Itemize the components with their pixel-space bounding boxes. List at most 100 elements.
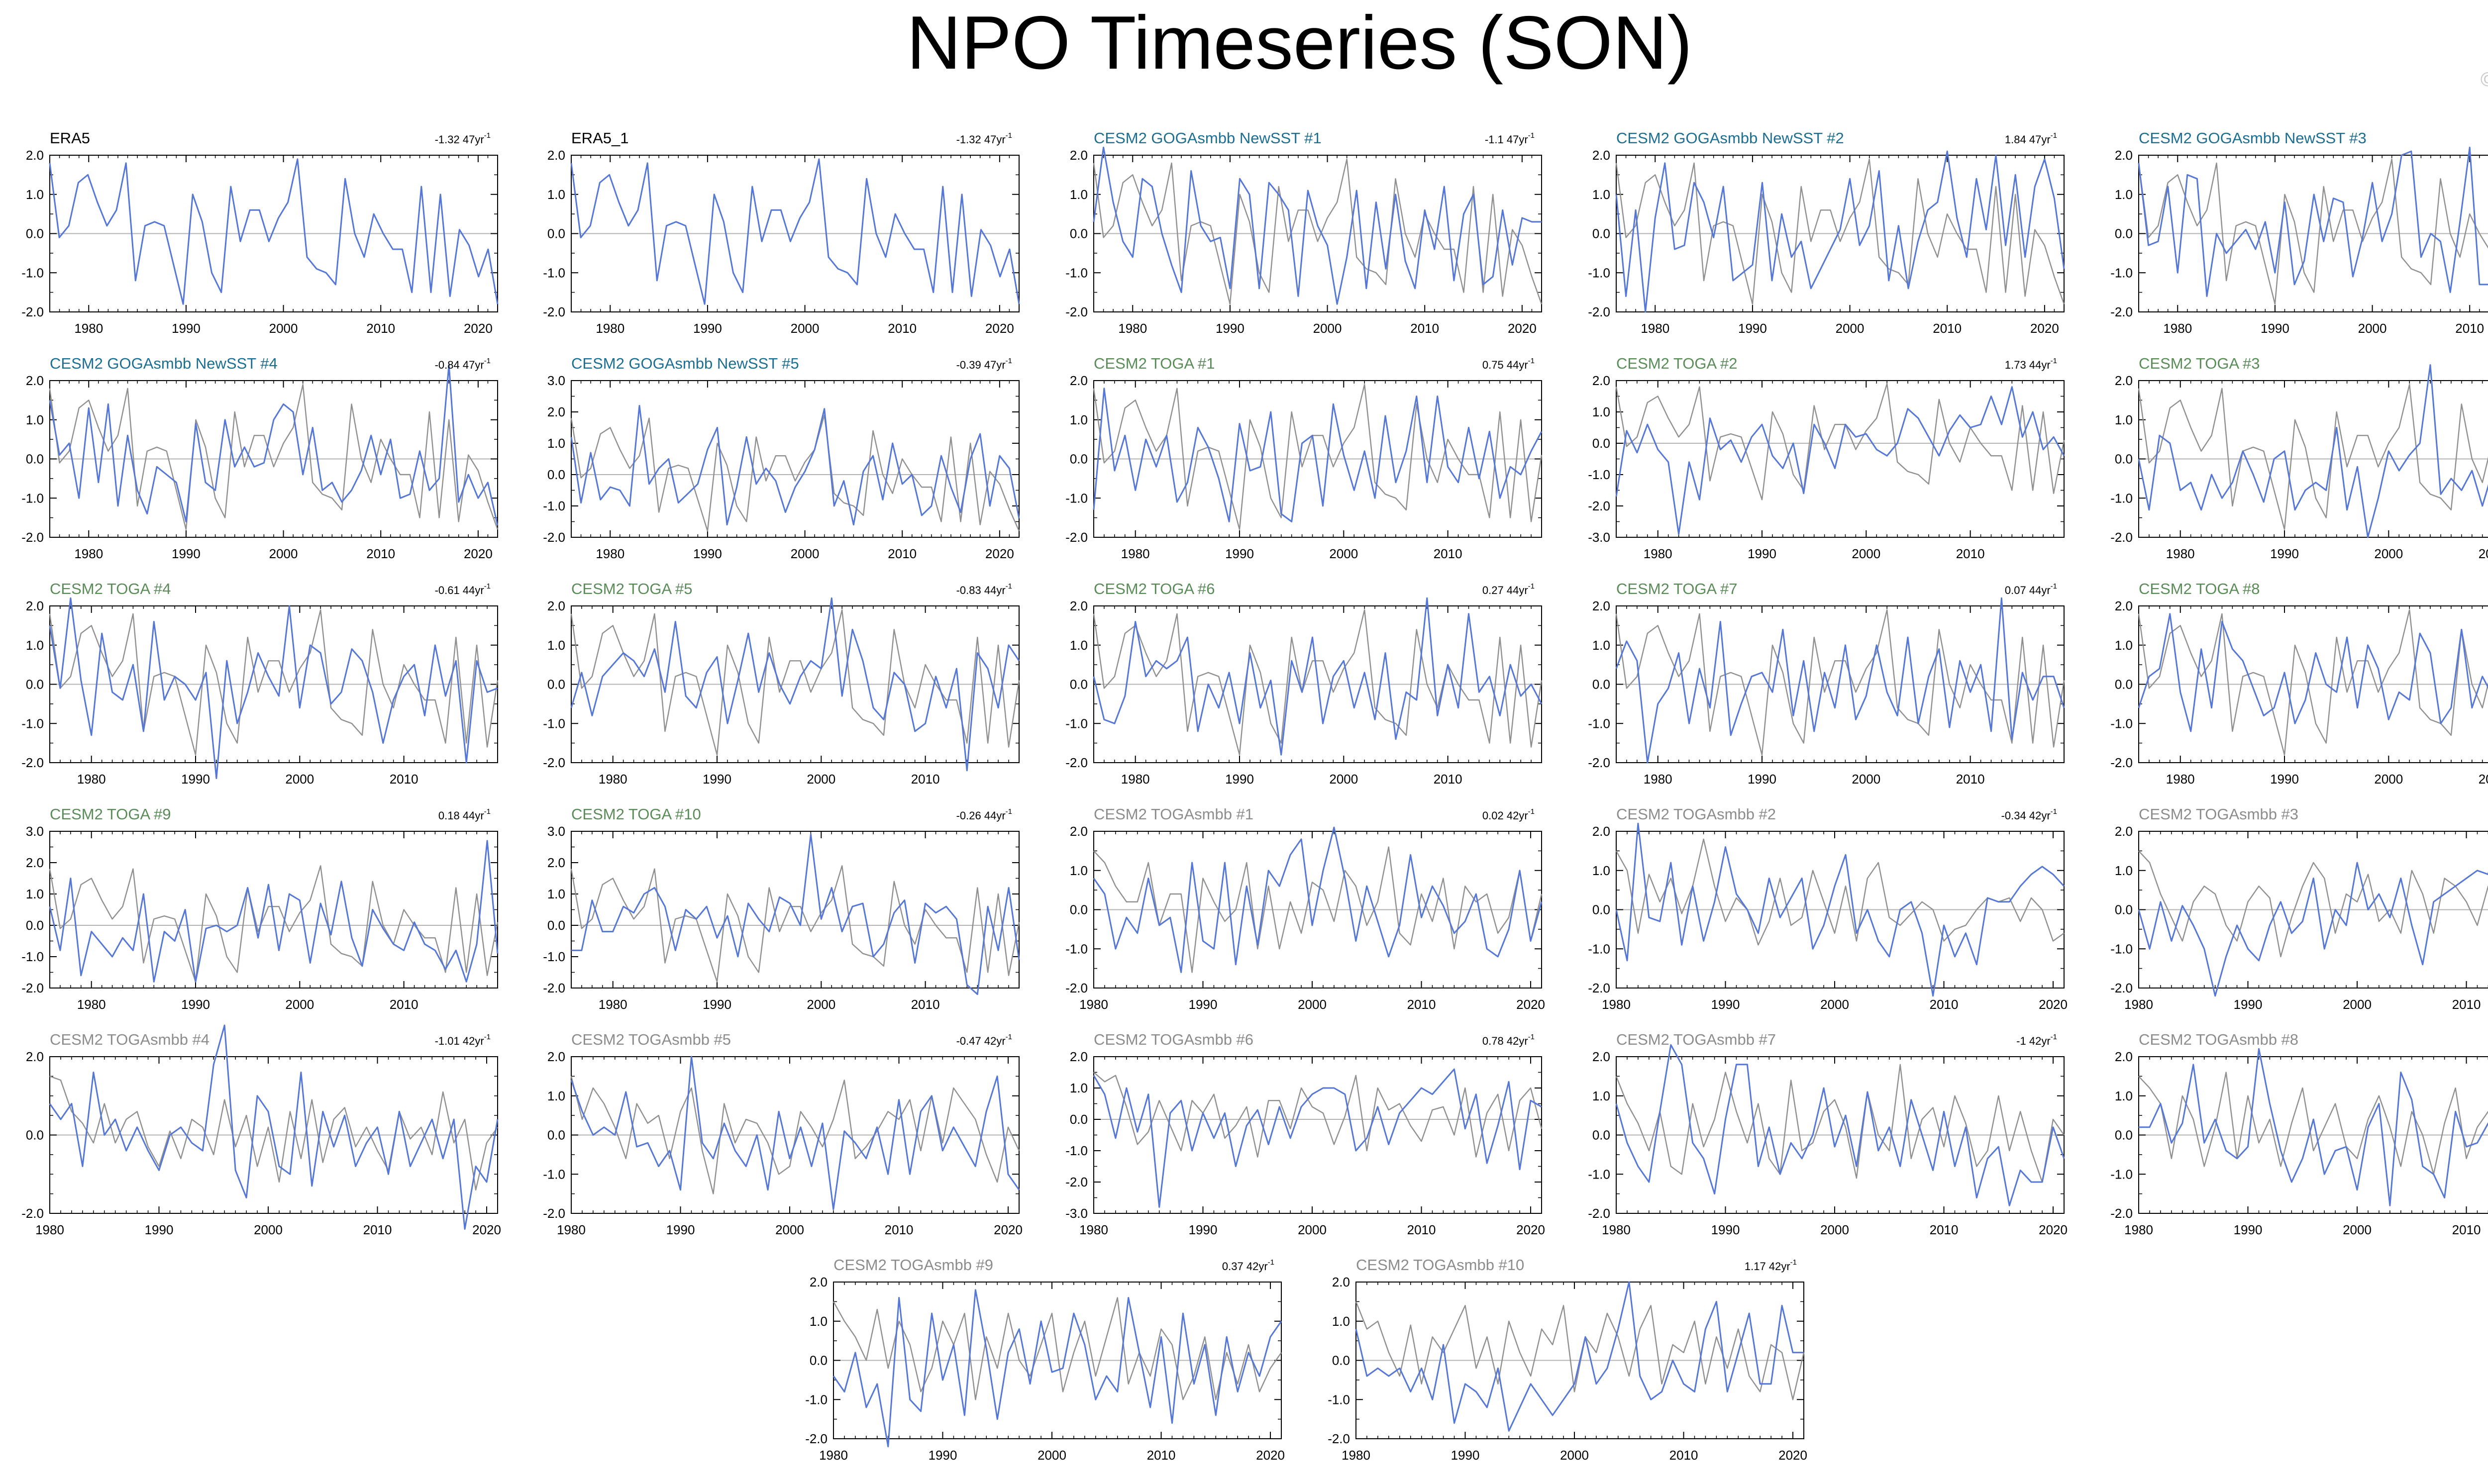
series-line-ensemble — [1615, 822, 2065, 997]
y-tick-label: 2.0 — [1332, 1275, 1350, 1289]
x-tick-label: 2010 — [1434, 546, 1462, 561]
x-tick-label: 1990 — [2234, 997, 2263, 1012]
series-line-ensemble — [1615, 597, 2065, 764]
y-tick-label: -2.0 — [1588, 755, 1610, 770]
x-tick-label: 1980 — [1079, 997, 1108, 1012]
x-tick-label: 1990 — [1225, 546, 1254, 561]
y-tick-label: 0.0 — [547, 467, 565, 482]
y-tick-label: -2.0 — [21, 755, 44, 770]
x-tick-label: 2000 — [1560, 1448, 1589, 1463]
x-tick-label: 2000 — [807, 997, 835, 1012]
y-tick-label: -1.0 — [21, 716, 44, 731]
y-tick-label: 1.0 — [547, 638, 565, 653]
x-tick-label: 2000 — [254, 1222, 283, 1237]
series-line-ensemble — [1093, 146, 1542, 305]
x-tick-label: 2000 — [1820, 1222, 1849, 1237]
y-tick-label: 1.0 — [26, 638, 44, 653]
trend-label: -0.84 47yr-1 — [435, 357, 491, 371]
y-tick-label: 1.0 — [1332, 1314, 1350, 1329]
x-tick-label: 2010 — [1933, 321, 1962, 336]
x-tick-label: 1990 — [1451, 1448, 1480, 1463]
chart-panel: 1980 1990 2000 2010 2020 -2.0 -1.0 0.0 1.0 2.0 CES… — [543, 1031, 1023, 1237]
chart-panel: 1980 1990 2000 2010 -3.0 -2.0 -1.0 0.0 1.0 2.0 CES… — [1588, 355, 2065, 561]
x-tick-label: 1980 — [2163, 321, 2192, 336]
x-tick-label: 1990 — [1189, 997, 1218, 1012]
trend-superscript: -1 — [1268, 1258, 1274, 1267]
y-tick-label: -2.0 — [1588, 304, 1610, 319]
y-tick-label: 1.0 — [1592, 187, 1610, 202]
plot-frame — [1616, 380, 2065, 538]
y-tick-label: 2.0 — [26, 373, 44, 388]
y-tick-label: 0.0 — [547, 677, 565, 692]
y-tick-label: 2.0 — [1592, 824, 1610, 839]
x-tick-label: 1980 — [74, 321, 103, 336]
series-line-observed — [570, 414, 1020, 532]
y-tick-label: -1.0 — [1065, 941, 1088, 956]
x-tick-label: 1990 — [1216, 321, 1244, 336]
chart-panel: 1980 1990 2000 2010 -2.0 -1.0 0.0 1.0 2.0 3.0 CESM… — [543, 805, 1020, 1012]
x-tick-label: 2010 — [1669, 1448, 1698, 1463]
series-line-observed — [2138, 850, 2488, 958]
series-line-ensemble — [1615, 1044, 2065, 1206]
y-tick-label: -2.0 — [543, 1206, 565, 1221]
y-tick-label: 0.0 — [1070, 452, 1088, 467]
x-tick-label: 1980 — [2124, 1222, 2153, 1237]
y-tick-label: 1.0 — [1592, 863, 1610, 878]
x-tick-label: 1990 — [181, 772, 210, 787]
panel-title: CESM2 TOGA #3 — [2139, 355, 2260, 372]
y-tick-label: 2.0 — [547, 598, 565, 613]
x-tick-label: 1980 — [1641, 321, 1669, 336]
panel-title: CESM2 TOGAsmbb #1 — [1094, 805, 1253, 823]
series-line-ensemble — [570, 158, 1020, 305]
y-tick-label: -2.0 — [2110, 530, 2133, 545]
y-tick-label: 2.0 — [1070, 1049, 1088, 1064]
trend-superscript: -1 — [1006, 1033, 1012, 1041]
x-tick-label: 1990 — [1738, 321, 1767, 336]
x-tick-label: 2010 — [2479, 772, 2488, 787]
x-tick-label: 1980 — [35, 1222, 64, 1237]
x-tick-label: 1980 — [77, 772, 106, 787]
chart-panel: 1980 1990 2000 2010 -2.0 -1.0 0.0 1.0 2.0 CESM2 T… — [2110, 580, 2488, 787]
y-tick-label: 1.0 — [547, 436, 565, 451]
x-tick-label: 2000 — [775, 1222, 804, 1237]
series-line-ensemble — [570, 1056, 1020, 1210]
plot-frame — [571, 831, 1020, 989]
x-tick-label: 2010 — [1407, 997, 1436, 1012]
trend-superscript: -1 — [484, 131, 491, 140]
y-tick-label: 2.0 — [1592, 373, 1610, 388]
x-tick-label: 1990 — [172, 546, 201, 561]
y-tick-label: -1.0 — [1588, 467, 1610, 482]
x-tick-label: 1990 — [2261, 321, 2289, 336]
series-line-ensemble — [49, 364, 499, 526]
trend-superscript: -1 — [2051, 807, 2057, 816]
y-tick-label: 1.0 — [1592, 404, 1610, 419]
y-tick-label: 0.0 — [1070, 902, 1088, 917]
panel-title: CESM2 GOGAsmbb NewSST #4 — [50, 355, 278, 372]
y-tick-label: 1.0 — [1070, 1081, 1088, 1095]
trend-label: -1.32 47yr-1 — [435, 131, 491, 146]
x-tick-label: 2010 — [1434, 772, 1462, 787]
y-tick-label: 3.0 — [547, 824, 565, 839]
x-tick-label: 1990 — [172, 321, 201, 336]
x-tick-label: 1980 — [1644, 772, 1672, 787]
y-tick-label: -2.0 — [2110, 1206, 2133, 1221]
trend-superscript: -1 — [2051, 131, 2057, 140]
y-tick-label: 2.0 — [547, 855, 565, 870]
x-tick-label: 2010 — [1956, 772, 1985, 787]
y-tick-label: 0.0 — [26, 918, 44, 933]
series-line-observed — [1615, 838, 2065, 946]
y-tick-label: 1.0 — [2115, 187, 2133, 202]
x-tick-label: 2000 — [1298, 997, 1327, 1012]
series-line-ensemble — [2138, 146, 2488, 297]
y-tick-label: -1.0 — [543, 265, 565, 280]
trend-superscript: -1 — [1006, 357, 1012, 365]
series-line-observed — [1615, 383, 2065, 500]
panel-title: CESM2 TOGAsmbb #9 — [833, 1256, 993, 1274]
panel-title: CESM2 GOGAsmbb NewSST #2 — [1616, 129, 1844, 147]
panel-title: CESM2 TOGA #7 — [1616, 580, 1738, 597]
y-tick-label: -1.0 — [21, 265, 44, 280]
x-tick-label: 2010 — [1407, 1222, 1436, 1237]
series-line-observed — [1093, 609, 1543, 756]
trend-label: -0.26 44yr-1 — [956, 807, 1012, 822]
series-line-ensemble — [1093, 388, 1543, 522]
